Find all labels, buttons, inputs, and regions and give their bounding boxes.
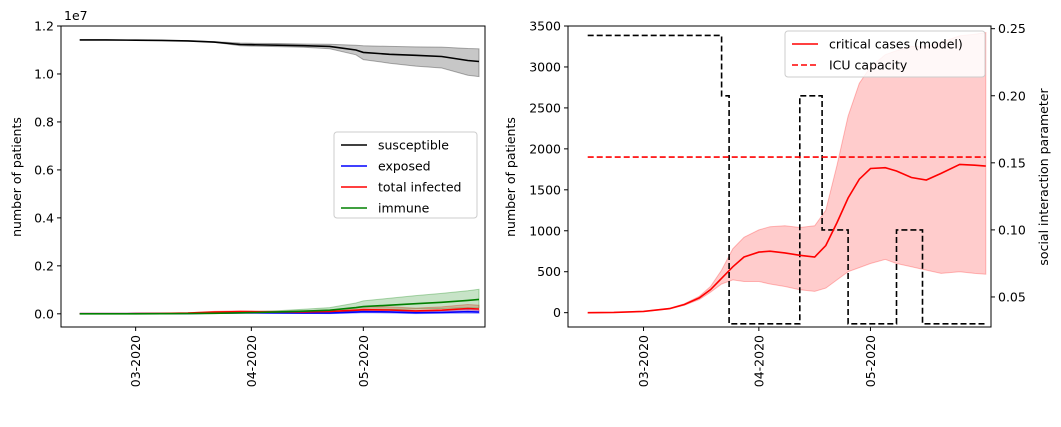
left-x-ticks: 03-2020 04-2020 05-2020: [128, 327, 371, 387]
critical-cases-band: [587, 32, 987, 314]
right-y-ticks: 0 500 1000 1500 2000 2500 3000 3500: [529, 19, 568, 320]
susceptible-band: [79, 39, 480, 78]
y-tick-label: 1.0: [34, 66, 54, 81]
right-legend: critical cases (model) ICU capacity: [784, 30, 986, 78]
critical-cases-line: [587, 163, 986, 314]
left-axes-frame: [60, 25, 486, 328]
y-tick-label: 2000: [529, 141, 561, 156]
susceptible-legend-label: susceptible: [378, 138, 449, 153]
y2-tick-label: 0.05: [998, 289, 1026, 304]
immune-line: [79, 298, 480, 315]
right-chart: 0 500 1000 1500 2000 2500 3000 3500 0.05 0.10 0.1…: [503, 19, 1051, 388]
social-interaction-line: [587, 34, 986, 325]
immune-legend-label: immune: [378, 201, 430, 216]
y-tick-label: 500: [537, 264, 561, 279]
left-series-lines: [79, 39, 480, 315]
right-secondary-y-ticks: 0.05 0.10 0.15 0.20 0.25: [991, 21, 1026, 304]
y-tick-label: 1.2: [34, 19, 54, 34]
x-tick-label: 05-2020: [356, 335, 371, 387]
y-tick-label: 1500: [529, 182, 561, 197]
right-secondary-y-axis-label: social interaction parameter: [1036, 88, 1051, 266]
x-tick-label: 04-2020: [244, 335, 259, 387]
y-tick-label: 3000: [529, 59, 561, 74]
right-series-lines: [587, 34, 986, 325]
left-y-ticks: 0.0 0.2 0.4 0.6 0.8 1.0 1.2: [34, 19, 61, 321]
exposed-legend-label: exposed: [378, 159, 431, 174]
right-axes-frame: [567, 25, 992, 328]
y-tick-label: 3500: [529, 19, 561, 34]
legend-frame: [333, 131, 478, 219]
y2-tick-label: 0.25: [998, 21, 1026, 36]
y-tick-label: 0.8: [34, 114, 54, 129]
y-tick-label: 0: [553, 305, 561, 320]
x-tick-label: 03-2020: [128, 335, 143, 387]
x-tick-label: 03-2020: [636, 335, 651, 387]
right-x-ticks: 03-2020 04-2020 05-2020: [636, 327, 878, 387]
y2-tick-label: 0.20: [998, 88, 1026, 103]
x-tick-label: 04-2020: [751, 335, 766, 387]
icu-capacity-legend-label: ICU capacity: [829, 58, 908, 73]
left-y-offset-label: 1e7: [64, 8, 88, 23]
y2-tick-label: 0.10: [998, 222, 1026, 237]
total-infected-legend-label: total infected: [378, 180, 461, 195]
susceptible-line: [79, 39, 480, 63]
y-tick-label: 1000: [529, 223, 561, 238]
left-chart: 0.0 0.2 0.4 0.6 0.8 1.0 1.2 03-2020 04-2020 05-2…: [9, 8, 486, 387]
legend-frame: [784, 30, 986, 78]
right-y-axis-label: number of patients: [503, 117, 518, 237]
y-tick-label: 0.6: [34, 162, 54, 177]
x-tick-label: 05-2020: [863, 335, 878, 387]
left-legend: susceptible exposed total infected immune: [333, 131, 478, 219]
right-uncertainty-band: [587, 32, 987, 314]
y-tick-label: 2500: [529, 100, 561, 115]
left-y-axis-label: number of patients: [9, 117, 24, 237]
critical-cases-model-legend-label: critical cases (model): [829, 37, 963, 52]
y-tick-label: 0.2: [34, 258, 54, 273]
y-tick-label: 0.4: [34, 210, 54, 225]
y2-tick-label: 0.15: [998, 155, 1026, 170]
y-tick-label: 0.0: [34, 306, 54, 321]
